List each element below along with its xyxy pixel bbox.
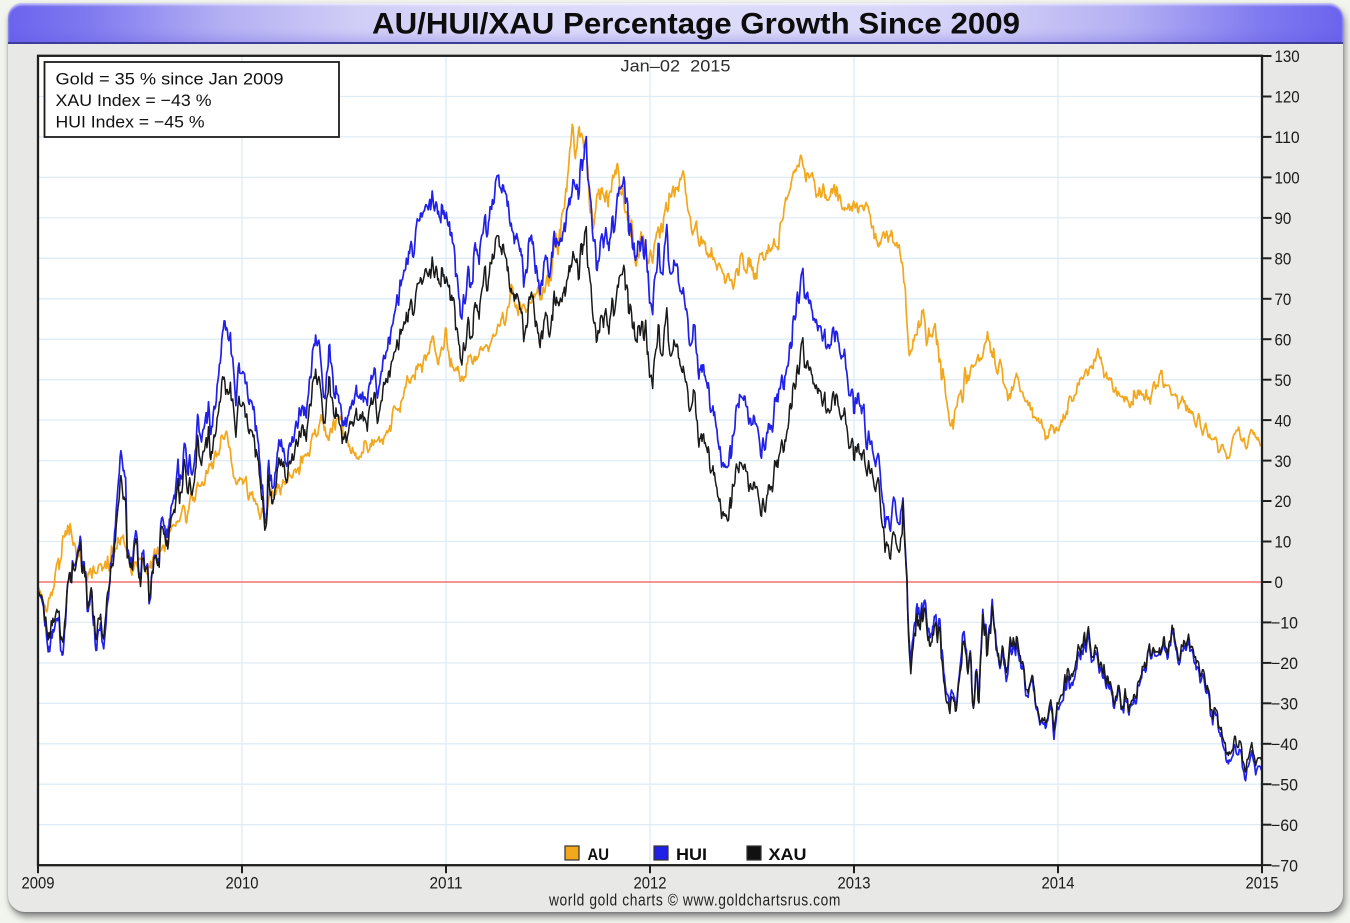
svg-text:AU/HUI/XAU Percentage Growth S: AU/HUI/XAU Percentage Growth Since 2009 [372,8,1020,41]
svg-text:−70: −70 [1271,856,1298,875]
svg-text:130: 130 [1275,47,1300,66]
svg-text:AU: AU [588,845,610,864]
svg-text:−30: −30 [1271,695,1298,714]
svg-text:120: 120 [1275,88,1300,107]
svg-text:80: 80 [1275,250,1292,269]
svg-text:110: 110 [1275,128,1300,147]
svg-text:Jan–02 2015: Jan–02 2015 [621,58,731,76]
svg-text:2014: 2014 [1042,874,1075,893]
svg-text:50: 50 [1275,371,1292,390]
svg-text:30: 30 [1275,452,1292,471]
svg-text:world gold charts © www.goldch: world gold charts © www.goldchartsrus.co… [548,892,841,910]
svg-text:−20: −20 [1271,654,1298,673]
svg-text:−10: −10 [1271,614,1298,633]
svg-text:2012: 2012 [634,874,667,893]
svg-text:10: 10 [1275,533,1292,552]
svg-text:−40: −40 [1271,735,1298,754]
svg-text:HUI: HUI [676,845,707,864]
svg-text:60: 60 [1275,330,1292,349]
svg-text:0: 0 [1275,573,1283,592]
svg-text:100: 100 [1275,169,1300,188]
svg-text:XAU: XAU [769,845,807,864]
svg-text:−60: −60 [1271,816,1298,835]
svg-text:2009: 2009 [22,874,55,893]
svg-text:2011: 2011 [430,874,463,893]
svg-text:−50: −50 [1271,775,1298,794]
svg-text:2013: 2013 [838,874,871,893]
svg-text:70: 70 [1275,290,1292,309]
svg-text:2010: 2010 [226,874,259,893]
svg-text:2015: 2015 [1246,874,1279,893]
svg-text:Gold = 35 % since Jan 2009: Gold = 35 % since Jan 2009 [56,70,284,89]
svg-text:HUI Index = −45 %: HUI Index = −45 % [56,113,205,132]
svg-text:40: 40 [1275,411,1292,430]
svg-text:XAU Index = −43 %: XAU Index = −43 % [56,91,212,110]
svg-text:90: 90 [1275,209,1292,228]
svg-text:20: 20 [1275,492,1292,511]
